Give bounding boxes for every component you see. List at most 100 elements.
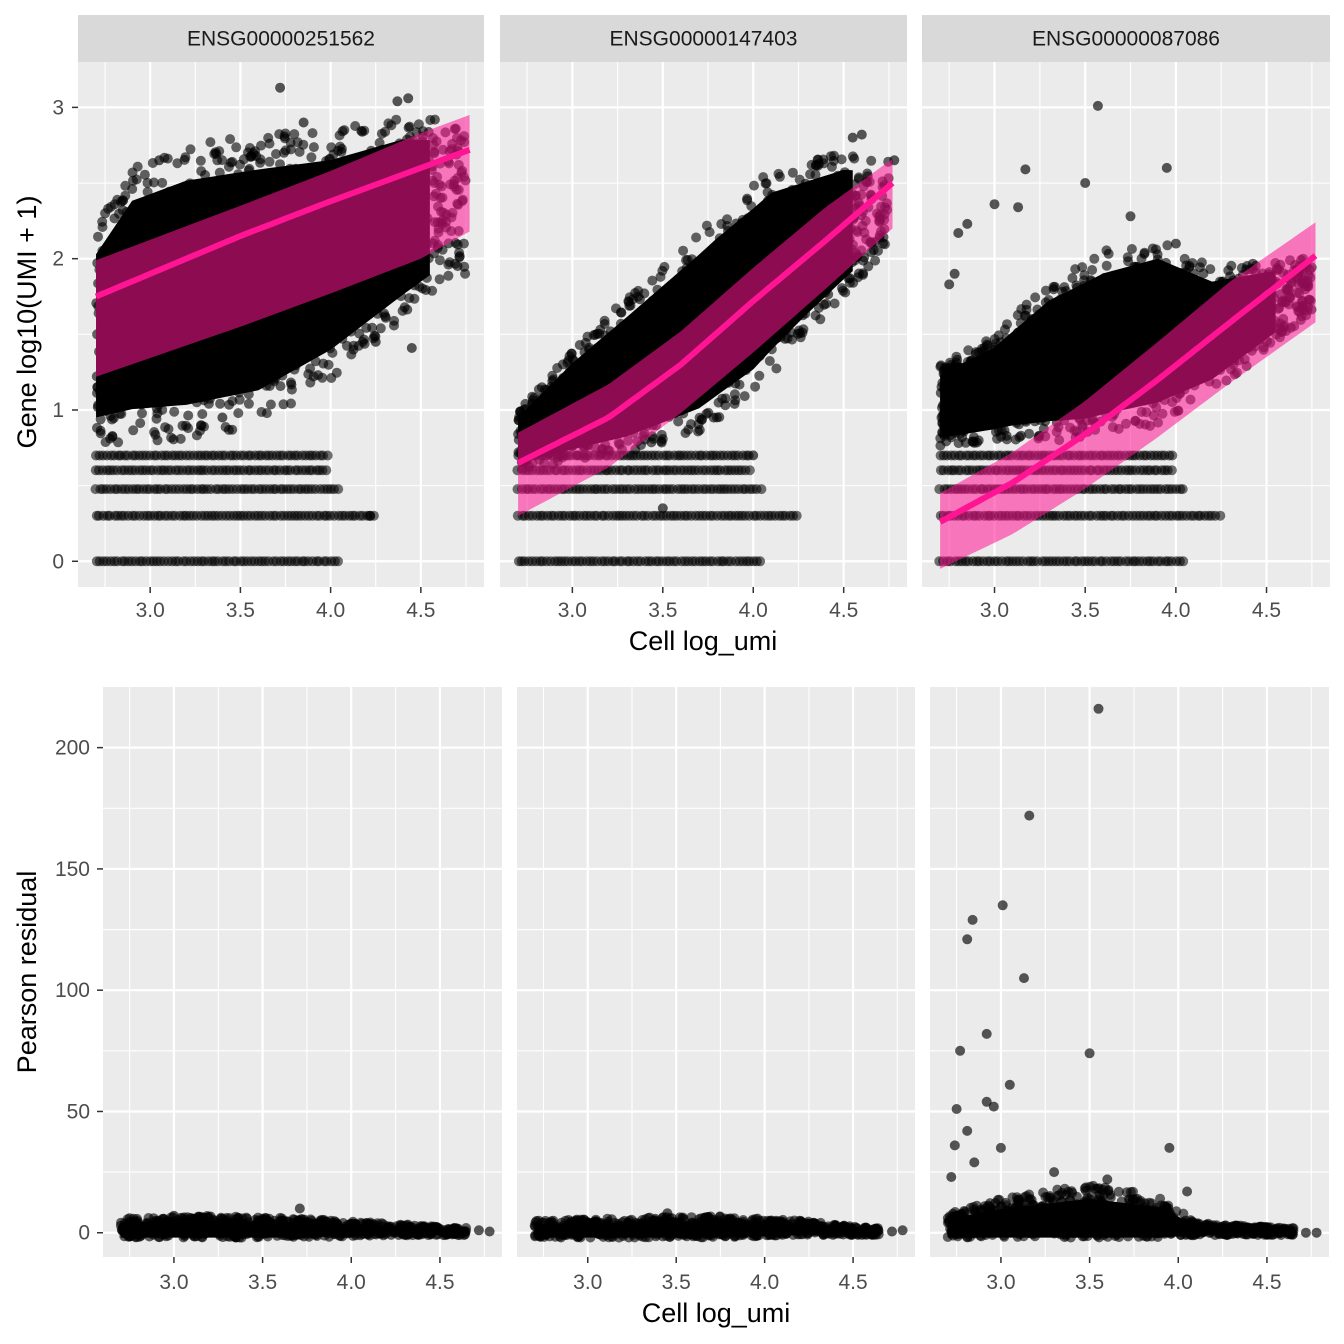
data-point bbox=[215, 398, 226, 409]
data-point bbox=[750, 381, 761, 392]
data-point bbox=[754, 370, 765, 381]
data-point bbox=[749, 180, 759, 191]
data-point bbox=[128, 425, 139, 436]
data-point bbox=[406, 343, 417, 353]
facet-strip-label: ENSG00000087086 bbox=[1032, 28, 1220, 51]
data-point bbox=[333, 556, 343, 567]
data-point bbox=[166, 432, 177, 443]
data-point bbox=[989, 334, 1000, 345]
data-point bbox=[755, 556, 766, 567]
data-point bbox=[152, 408, 163, 419]
data-point bbox=[847, 132, 858, 143]
data-point bbox=[1181, 260, 1192, 271]
data-point bbox=[434, 255, 445, 266]
x-tick-label: 4.5 bbox=[1252, 599, 1281, 622]
panel-background bbox=[517, 687, 915, 1257]
data-point bbox=[354, 328, 365, 339]
data-point bbox=[748, 450, 759, 461]
data-point bbox=[844, 277, 855, 288]
data-point bbox=[452, 261, 463, 272]
y-tick-label: 0 bbox=[78, 1222, 90, 1245]
data-point bbox=[847, 151, 858, 162]
data-point bbox=[289, 129, 300, 140]
data-point bbox=[592, 328, 603, 339]
confidence-ribbon bbox=[940, 222, 1316, 569]
data-point bbox=[443, 270, 454, 281]
data-point bbox=[220, 422, 231, 432]
data-point bbox=[1013, 202, 1024, 213]
data-point bbox=[1067, 273, 1078, 283]
data-point bbox=[454, 247, 465, 258]
data-point bbox=[1167, 450, 1178, 461]
data-point bbox=[225, 134, 236, 145]
data-point bbox=[787, 167, 798, 178]
data-point bbox=[434, 274, 445, 285]
x-tick-label: 3.0 bbox=[159, 1271, 188, 1294]
data-point bbox=[1166, 465, 1177, 476]
data-point bbox=[657, 503, 668, 514]
data-point bbox=[574, 340, 585, 350]
data-point bbox=[278, 399, 289, 410]
data-point bbox=[552, 363, 563, 373]
data-point bbox=[391, 114, 402, 125]
data-point bbox=[566, 348, 577, 359]
data-point bbox=[224, 399, 235, 410]
facet-strip-label: ENSG00000251562 bbox=[187, 28, 375, 51]
data-point bbox=[1077, 262, 1088, 273]
x-axis-title-bottom: Cell log_umi bbox=[642, 1298, 791, 1328]
data-point bbox=[162, 153, 173, 164]
y-tick-label: 100 bbox=[55, 979, 90, 1002]
data-point bbox=[1101, 260, 1112, 271]
data-point bbox=[380, 126, 391, 137]
data-point bbox=[361, 322, 372, 333]
data-point bbox=[627, 294, 638, 305]
data-point bbox=[673, 416, 684, 427]
data-point bbox=[357, 336, 368, 347]
data-point bbox=[307, 128, 318, 139]
data-point bbox=[1019, 310, 1030, 321]
data-point bbox=[298, 117, 309, 128]
data-point bbox=[323, 359, 334, 370]
data-point bbox=[1125, 211, 1136, 222]
data-point bbox=[1215, 510, 1226, 521]
data-point bbox=[810, 169, 821, 180]
data-point bbox=[683, 424, 694, 435]
data-point bbox=[108, 413, 119, 424]
facet-strip bbox=[500, 15, 907, 62]
data-point bbox=[375, 323, 386, 334]
data-point bbox=[1161, 162, 1172, 173]
data-point bbox=[346, 349, 357, 360]
data-point bbox=[764, 356, 775, 366]
data-point bbox=[103, 203, 114, 214]
data-point bbox=[599, 319, 610, 329]
data-point bbox=[185, 144, 196, 155]
y-axis-title-top: Gene log10(UMI + 1) bbox=[12, 196, 42, 449]
data-point bbox=[193, 1211, 204, 1222]
data-point bbox=[279, 147, 289, 158]
data-point bbox=[761, 178, 772, 189]
data-point bbox=[413, 119, 424, 130]
data-point bbox=[1048, 284, 1059, 295]
facet-strip-label: ENSG00000147403 bbox=[610, 28, 798, 51]
data-point bbox=[348, 340, 359, 351]
x-tick-label: 4.0 bbox=[739, 599, 768, 622]
data-point bbox=[114, 208, 124, 219]
data-point bbox=[1030, 292, 1041, 303]
data-point bbox=[199, 421, 209, 432]
data-point bbox=[420, 285, 431, 295]
data-point bbox=[264, 156, 275, 167]
x-tick-label: 3.5 bbox=[648, 599, 677, 622]
data-point bbox=[403, 122, 414, 133]
data-point bbox=[1092, 100, 1103, 111]
data-point bbox=[392, 96, 403, 107]
data-point bbox=[866, 155, 877, 166]
data-point bbox=[389, 315, 400, 326]
x-tick-label: 4.5 bbox=[406, 599, 435, 622]
data-point bbox=[756, 484, 767, 495]
data-point bbox=[935, 440, 946, 451]
data-point bbox=[255, 154, 266, 165]
data-point bbox=[655, 271, 666, 282]
